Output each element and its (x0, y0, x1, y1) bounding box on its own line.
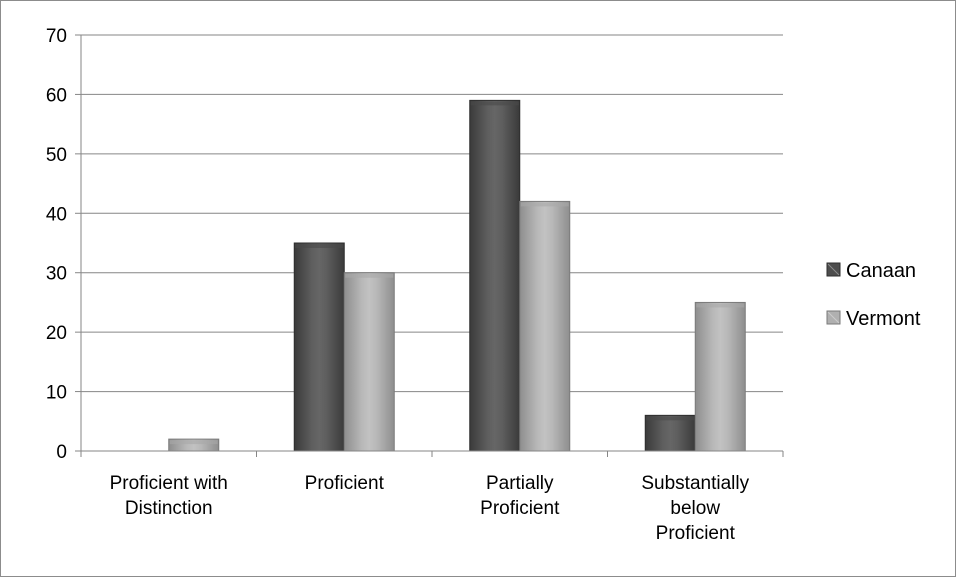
bar-canaan-bevel (470, 101, 519, 106)
x-category-label-line: Substantially (641, 473, 749, 494)
bar-vermont-bevel (696, 303, 745, 308)
y-tick-label: 40 (46, 204, 67, 225)
legend-swatch-bevel (827, 311, 840, 324)
axis-labels: 0 10 20 30 40 50 60 70 Proficient with Distinctio… (46, 26, 750, 544)
y-tick-label: 70 (46, 26, 67, 47)
x-category-label: Partially Proficient (480, 473, 560, 519)
x-category-label: Proficient (305, 473, 385, 494)
axes (75, 34, 784, 457)
legend-swatch-vermont (826, 310, 841, 325)
y-tick-label: 30 (46, 264, 67, 285)
bar-vermont-bevel (345, 273, 394, 278)
bar-vermont (519, 200, 571, 452)
x-category-label-line: Partially (486, 473, 554, 494)
x-category-label-line: Distinction (125, 498, 213, 519)
x-category-label: Proficient with Distinction (110, 473, 228, 519)
legend-swatch-bevel (827, 263, 840, 276)
y-tick-label: 50 (46, 145, 67, 166)
x-category-label-line: Proficient (656, 523, 736, 544)
bar-canaan (644, 414, 696, 452)
y-tick-label: 20 (46, 323, 67, 344)
bar-canaan-bevel (646, 416, 695, 421)
y-tick-label: 60 (46, 85, 67, 106)
bar-vermont (694, 301, 746, 452)
bar-canaan (469, 99, 521, 452)
x-category-label-line: Proficient with (110, 473, 228, 494)
legend-label-vermont: Vermont (846, 308, 921, 330)
legend-label-canaan: Canaan (846, 260, 916, 282)
gridlines (81, 34, 783, 393)
bar-canaan (293, 242, 345, 452)
x-category-label: Substantially below Proficient (641, 473, 749, 544)
bar-vermont-bevel (169, 440, 218, 445)
bar-vermont (343, 272, 395, 452)
legend: Canaan Vermont (826, 260, 921, 330)
y-tick-label: 0 (56, 442, 67, 463)
bars (168, 99, 746, 452)
bar-canaan-bevel (295, 244, 344, 248)
legend-swatch-canaan (826, 262, 841, 277)
x-category-label-line: Proficient (480, 498, 560, 519)
x-category-label-line: below (670, 498, 720, 519)
y-tick-label: 10 (46, 383, 67, 404)
x-category-label-line: Proficient (305, 473, 385, 494)
bar-vermont-bevel (520, 202, 569, 207)
